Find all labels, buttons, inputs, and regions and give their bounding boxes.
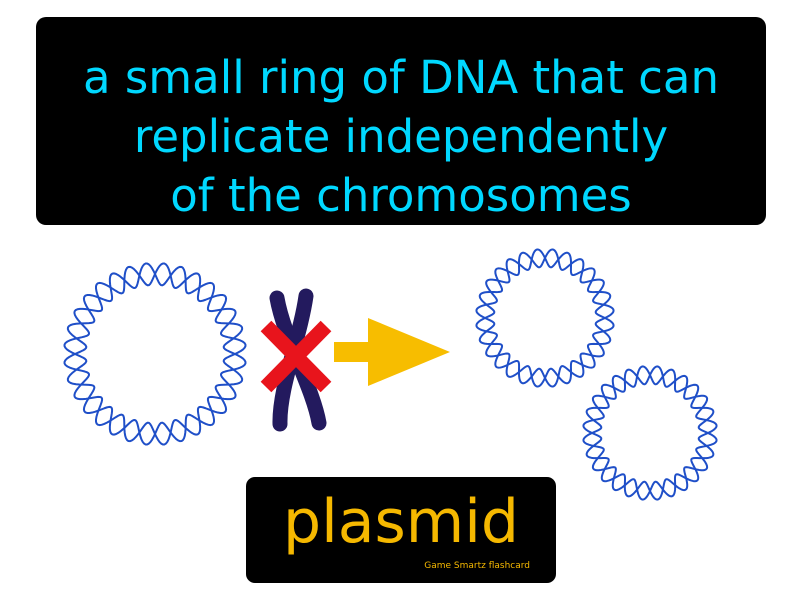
plasmid-ring-bottom-right-icon <box>582 365 718 501</box>
credit-label: Game Smartz flashcard <box>424 561 530 571</box>
definition-box: a small ring of DNA that can replicate i… <box>36 17 766 225</box>
plasmid-ring-top-right-icon <box>475 248 615 388</box>
term-box: plasmid Game Smartz flashcard <box>246 477 556 583</box>
definition-line-2: replicate independently <box>133 110 669 163</box>
definition-line-3: of the chromosomes <box>170 169 632 222</box>
definition-line-1: a small ring of DNA that can <box>82 51 720 104</box>
term-title: plasmid <box>283 487 519 557</box>
red-x-icon <box>260 320 332 393</box>
right-arrow-icon <box>334 318 450 386</box>
plasmid-ring-left-icon <box>63 262 247 446</box>
